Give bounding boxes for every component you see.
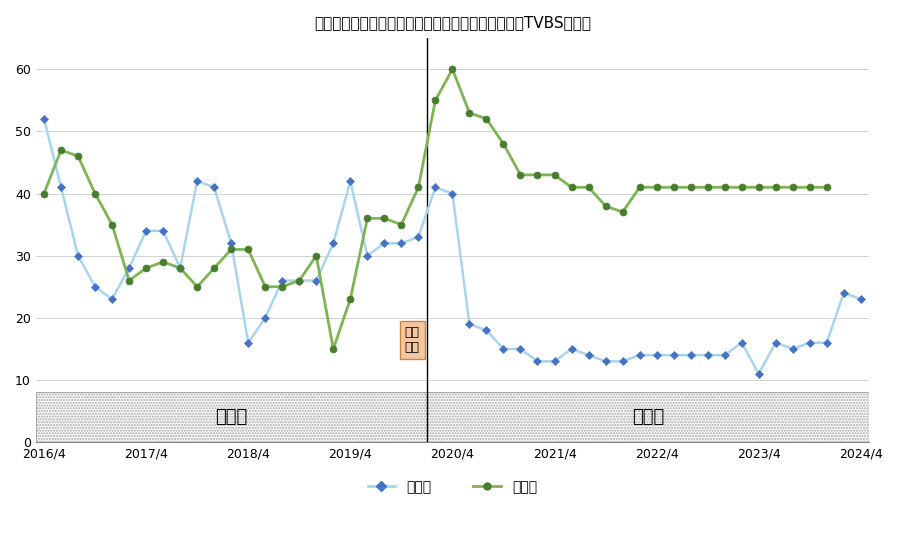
Legend: 馬英九, 蔡英文: 馬英九, 蔡英文: [362, 475, 543, 500]
Title: 蔡英文総統と馬英九前総統の満意度（％）の比較（TVBS民調）: 蔡英文総統と馬英九前総統の満意度（％）の比較（TVBS民調）: [314, 15, 591, 30]
Text: 第２期: 第２期: [632, 408, 664, 426]
Bar: [427, 392, 869, 442]
Text: 第１期: 第１期: [215, 408, 247, 426]
Bar: [36, 392, 427, 442]
Text: 総統
選挙: 総統 選挙: [405, 325, 420, 353]
